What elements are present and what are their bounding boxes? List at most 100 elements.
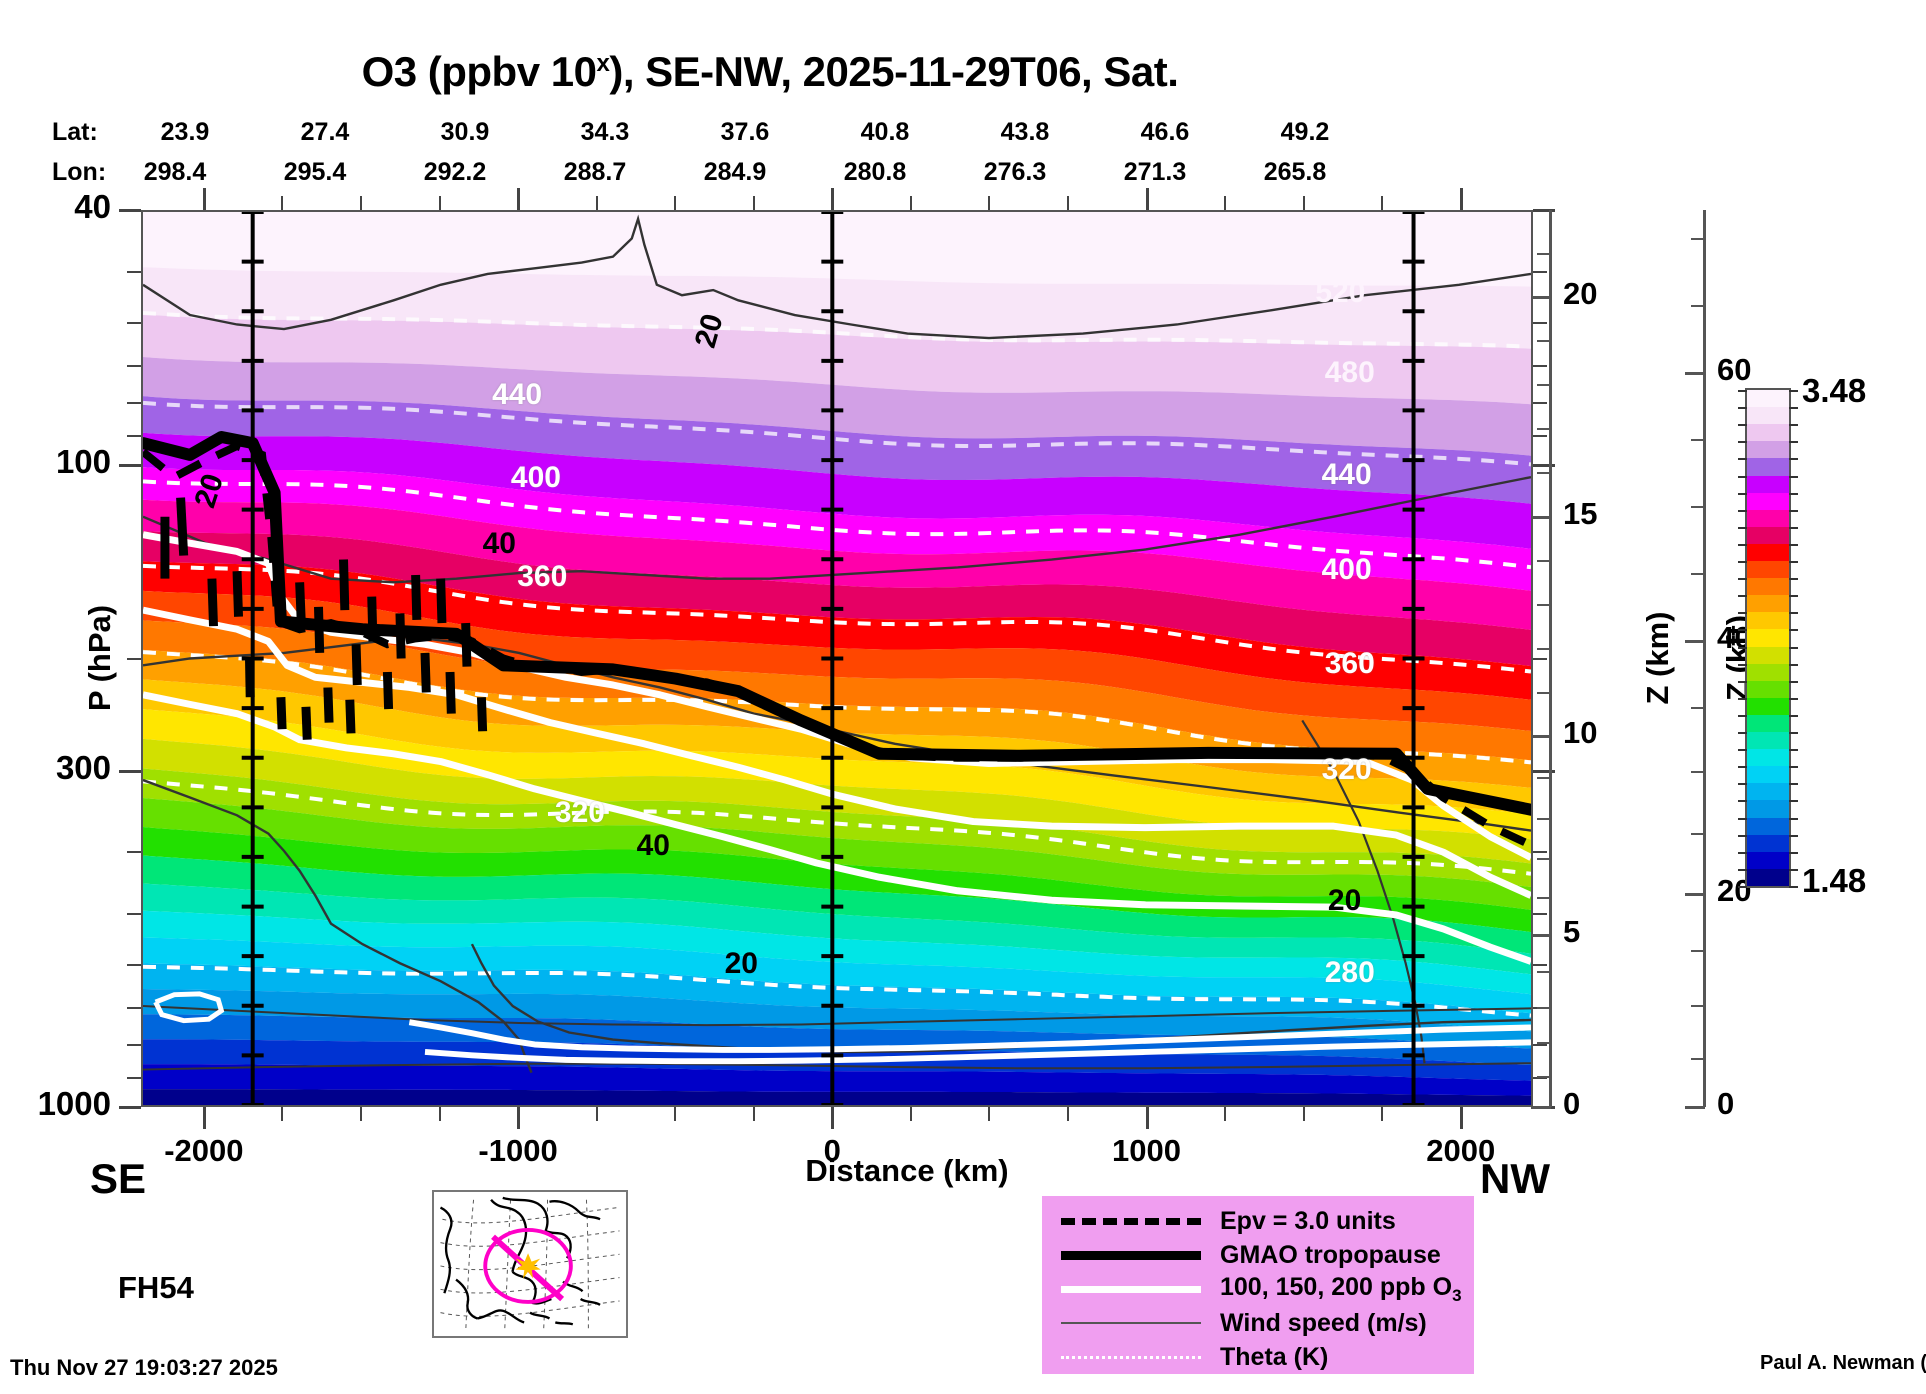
colorbar-tick bbox=[1738, 578, 1747, 581]
colorbar-tick bbox=[1738, 509, 1747, 512]
colorbar-tick bbox=[1789, 851, 1798, 854]
epv-fragment bbox=[245, 658, 255, 698]
x-axis-major-tick bbox=[1459, 1107, 1463, 1129]
epv-fragment bbox=[476, 697, 488, 732]
colorbar-tick bbox=[1738, 407, 1747, 410]
z-km-minor-tick bbox=[1537, 384, 1550, 387]
x-axis-minor-tick-top bbox=[752, 196, 755, 210]
z-kft-minor-tick bbox=[1691, 771, 1704, 774]
latitude-value: 34.3 bbox=[580, 118, 630, 146]
ozone-threshold-contour bbox=[408, 1019, 1531, 1053]
z-kft-tick-label: 0 bbox=[1717, 1086, 1735, 1121]
ozone-band bbox=[143, 432, 1531, 549]
x-axis-minor-tick-top bbox=[281, 196, 284, 210]
plot-legend[interactable]: Epv = 3.0 units GMAO tropopause 100, 150… bbox=[1042, 1196, 1474, 1374]
epv-fragment bbox=[420, 652, 431, 693]
colorbar-tick bbox=[1738, 646, 1747, 649]
x-axis-minor-tick-top bbox=[595, 196, 598, 210]
legend-label-epv: Epv = 3.0 units bbox=[1220, 1206, 1396, 1235]
colorbar-tick bbox=[1738, 680, 1747, 683]
z-kft-minor-tick bbox=[1691, 237, 1704, 240]
latitude-value: 30.9 bbox=[440, 118, 490, 146]
colorbar-tick bbox=[1789, 612, 1798, 615]
epv-contour-line bbox=[143, 441, 1531, 849]
p-axis-minor-tick-right bbox=[1533, 963, 1547, 966]
title-exponent: x bbox=[596, 50, 610, 77]
direction-label-se: SE bbox=[90, 1155, 147, 1202]
wind-contour-20 bbox=[143, 214, 1531, 340]
z-kft-tick-label: 60 bbox=[1717, 351, 1752, 387]
z-kft-major-tick bbox=[1685, 639, 1705, 643]
colorbar-tick bbox=[1738, 834, 1747, 837]
ozone-band bbox=[143, 910, 1531, 995]
cross-section-plot[interactable]: 440 400 360 320 520 480 440 400 360 320 280 40 40 20 2… bbox=[141, 210, 1533, 1107]
p-axis-minor-tick-right bbox=[1533, 1043, 1547, 1046]
z-km-minor-tick bbox=[1537, 604, 1550, 607]
z-km-axis-title: Z (km) bbox=[1640, 611, 1675, 705]
colorbar-tick bbox=[1789, 407, 1798, 410]
x-axis-minor-tick bbox=[752, 1107, 755, 1121]
colorbar-tick bbox=[1789, 578, 1798, 581]
epv-fragment bbox=[207, 578, 218, 627]
x-axis-minor-tick-top bbox=[438, 196, 441, 210]
epv-fragment bbox=[411, 574, 422, 620]
colorbar-tick bbox=[1789, 424, 1798, 427]
longitude-value: 295.4 bbox=[283, 158, 347, 186]
colorbar-segment bbox=[1747, 800, 1789, 818]
p-axis-minor-tick bbox=[127, 963, 141, 966]
contour-label: 480 bbox=[1324, 355, 1375, 389]
z-kft-minor-tick bbox=[1691, 438, 1704, 441]
colorbar-tick bbox=[1789, 629, 1798, 632]
legend-item-wind-speed: Wind speed (m/s) bbox=[1042, 1306, 1474, 1340]
p-axis-tick-label: 40 bbox=[74, 188, 111, 225]
colorbar-tick bbox=[1738, 424, 1747, 427]
z-km-minor-tick bbox=[1537, 1042, 1550, 1045]
z-kft-minor-tick bbox=[1691, 572, 1704, 575]
contour-label: 440 bbox=[492, 378, 543, 412]
ozone-band bbox=[143, 396, 1531, 504]
colorbar-segment bbox=[1747, 732, 1789, 750]
colorbar[interactable] bbox=[1738, 388, 1798, 888]
contour-label: 400 bbox=[510, 460, 561, 494]
p-axis-major-tick bbox=[119, 464, 141, 468]
colorbar-segment bbox=[1747, 475, 1789, 493]
ozone-band bbox=[143, 212, 1531, 287]
colorbar-segment bbox=[1747, 646, 1789, 664]
z-km-minor-tick bbox=[1537, 971, 1550, 974]
colorbar-tick bbox=[1738, 732, 1747, 735]
p-axis-minor-tick bbox=[127, 850, 141, 853]
colorbar-tick bbox=[1738, 766, 1747, 769]
contour-label: 320 bbox=[554, 796, 605, 830]
legend-label-theta: Theta (K) bbox=[1220, 1342, 1329, 1371]
wind-contour bbox=[1301, 719, 1426, 1064]
z-km-minor-tick bbox=[1537, 1007, 1550, 1010]
x-axis-minor-tick bbox=[281, 1107, 284, 1121]
colorbar-segment bbox=[1747, 390, 1789, 408]
x-axis-tick-label: -2000 bbox=[164, 1133, 244, 1168]
colorbar-segment bbox=[1747, 424, 1789, 442]
theta-contour bbox=[143, 779, 1531, 876]
colorbar-tick bbox=[1789, 475, 1798, 478]
ozone-threshold-contour bbox=[143, 691, 1531, 965]
p-axis-major-tick bbox=[119, 209, 141, 212]
epv-fragment bbox=[351, 644, 362, 686]
colorbar-tick bbox=[1789, 646, 1798, 649]
locator-map-inset[interactable] bbox=[432, 1190, 628, 1338]
x-axis-minor-tick bbox=[438, 1107, 441, 1121]
ozone-band bbox=[143, 768, 1531, 887]
colorbar-segment bbox=[1747, 629, 1789, 647]
epv-fragment bbox=[295, 582, 307, 630]
ozone-threshold-contour bbox=[143, 531, 1531, 861]
colorbar-min-label: 1.48 bbox=[1802, 862, 1867, 899]
z-km-major-tick bbox=[1531, 516, 1551, 520]
colorbar-tick bbox=[1789, 697, 1798, 700]
colorbar-tick bbox=[1738, 595, 1747, 598]
p-axis-minor-tick-right bbox=[1533, 271, 1547, 274]
z-km-minor-tick bbox=[1537, 857, 1550, 860]
contour-label: 400 bbox=[1321, 552, 1372, 586]
p-axis-minor-tick-right bbox=[1533, 1006, 1547, 1009]
contour-label: 520 bbox=[1315, 275, 1366, 309]
p-axis-major-tick bbox=[119, 770, 141, 774]
colorbar-segment bbox=[1747, 543, 1789, 562]
p-axis-minor-tick bbox=[127, 434, 141, 437]
